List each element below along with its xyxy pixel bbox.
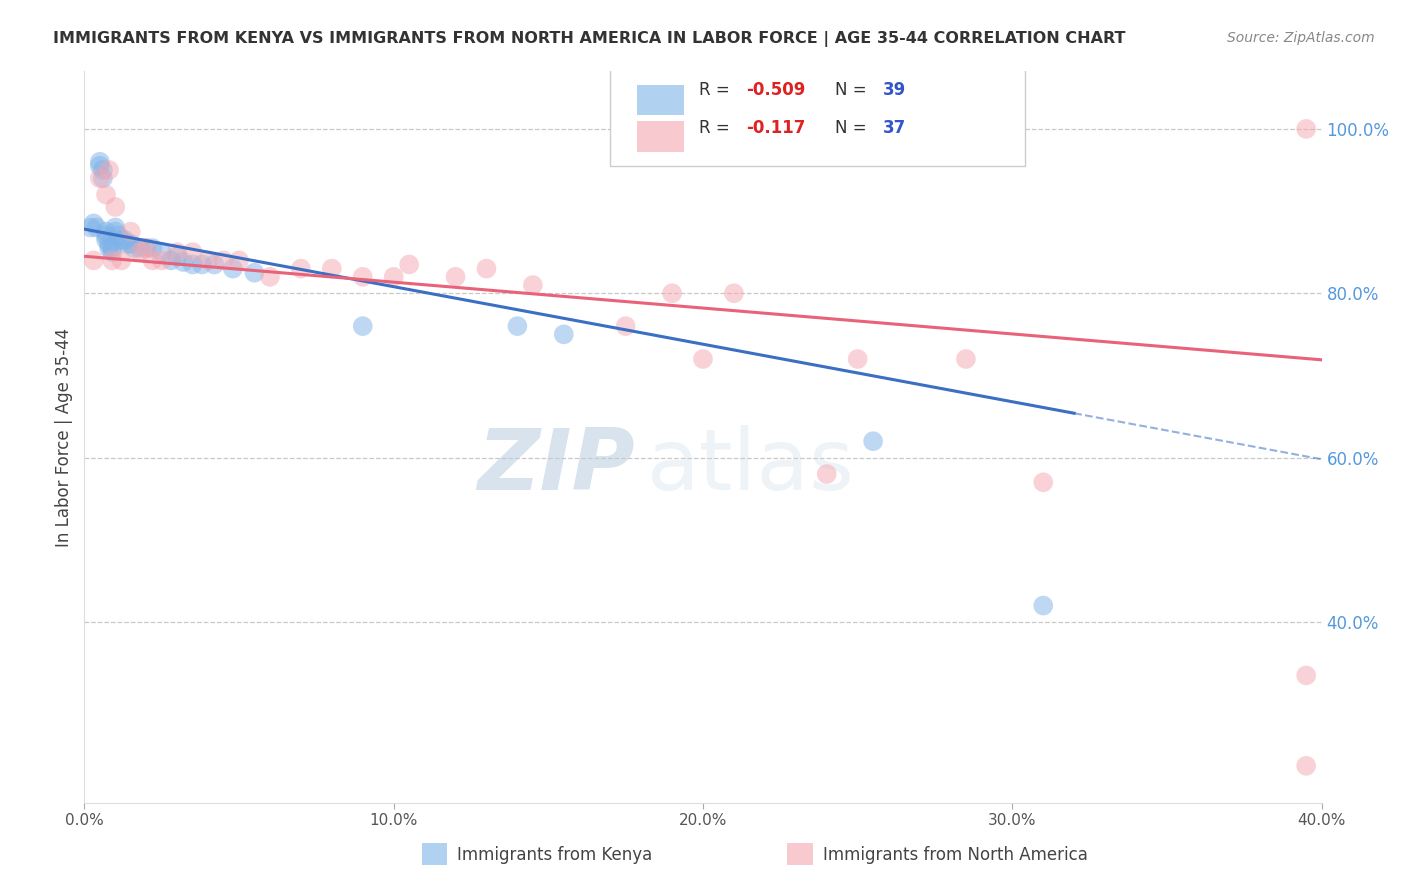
Point: [83, 253, 105, 268]
Text: Immigrants from Kenya: Immigrants from Kenya: [457, 846, 652, 863]
Point: [1295, 759, 1317, 773]
Point: [79, 220, 101, 235]
Point: [846, 351, 869, 366]
Text: N =: N =: [835, 80, 872, 99]
Point: [141, 253, 163, 268]
Point: [398, 258, 420, 272]
Point: [94, 187, 117, 202]
Point: [259, 269, 281, 284]
Point: [382, 269, 405, 284]
Point: [98, 163, 121, 178]
Text: IMMIGRANTS FROM KENYA VS IMMIGRANTS FROM NORTH AMERICA IN LABOR FORCE | AGE 35-4: IMMIGRANTS FROM KENYA VS IMMIGRANTS FROM…: [53, 31, 1126, 47]
Point: [166, 245, 188, 260]
Point: [89, 171, 111, 186]
Point: [862, 434, 884, 449]
Point: [191, 258, 214, 272]
Point: [94, 233, 117, 247]
Point: [117, 236, 139, 251]
Point: [522, 278, 544, 293]
Point: [104, 200, 127, 214]
Point: [101, 253, 124, 268]
Point: [166, 249, 188, 263]
Point: [290, 261, 312, 276]
Point: [89, 154, 111, 169]
Point: [110, 253, 132, 268]
Text: Source: ZipAtlas.com: Source: ZipAtlas.com: [1227, 31, 1375, 45]
Point: [94, 225, 117, 239]
Text: atlas: atlas: [647, 425, 855, 508]
Point: [129, 245, 152, 260]
Point: [91, 171, 114, 186]
Point: [723, 286, 745, 301]
Point: [352, 319, 374, 334]
Text: R =: R =: [699, 80, 735, 99]
Point: [172, 255, 194, 269]
Point: [321, 261, 343, 276]
Text: ZIP: ZIP: [477, 425, 636, 508]
Point: [222, 261, 245, 276]
FancyBboxPatch shape: [637, 85, 685, 115]
Text: 39: 39: [883, 80, 905, 99]
Point: [120, 225, 142, 239]
Point: [181, 245, 204, 260]
Point: [661, 286, 683, 301]
Point: [141, 241, 163, 255]
Point: [475, 261, 498, 276]
Point: [129, 241, 152, 255]
Point: [181, 258, 204, 272]
Point: [104, 220, 127, 235]
Point: [955, 351, 977, 366]
Point: [101, 241, 124, 255]
Point: [83, 216, 105, 230]
Text: -0.509: -0.509: [747, 80, 806, 99]
Point: [89, 159, 111, 173]
Point: [91, 163, 114, 178]
Point: [202, 258, 225, 272]
Point: [114, 233, 136, 247]
Point: [1295, 121, 1317, 136]
FancyBboxPatch shape: [637, 121, 685, 152]
Point: [101, 245, 124, 260]
Point: [352, 269, 374, 284]
Point: [243, 266, 266, 280]
Point: [1032, 599, 1054, 613]
Point: [150, 253, 173, 268]
Point: [506, 319, 529, 334]
Point: [120, 236, 142, 251]
FancyBboxPatch shape: [610, 68, 1025, 167]
Point: [150, 245, 173, 260]
Point: [692, 351, 714, 366]
Point: [553, 327, 575, 342]
Point: [1295, 668, 1317, 682]
Point: [94, 228, 117, 243]
Point: [98, 241, 121, 255]
Text: -0.117: -0.117: [747, 120, 806, 137]
Text: Immigrants from North America: Immigrants from North America: [823, 846, 1087, 863]
Text: 37: 37: [883, 120, 905, 137]
Point: [212, 253, 235, 268]
Point: [197, 253, 219, 268]
Y-axis label: In Labor Force | Age 35-44: In Labor Force | Age 35-44: [55, 327, 73, 547]
Text: N =: N =: [835, 120, 872, 137]
Point: [815, 467, 838, 481]
Point: [98, 236, 121, 251]
Point: [107, 228, 129, 243]
Point: [135, 241, 157, 255]
Point: [1032, 475, 1054, 490]
Point: [104, 225, 127, 239]
Point: [86, 220, 108, 235]
Point: [228, 253, 250, 268]
Point: [614, 319, 637, 334]
Text: R =: R =: [699, 120, 741, 137]
Point: [122, 241, 145, 255]
Point: [110, 233, 132, 247]
Point: [444, 269, 467, 284]
Point: [160, 253, 183, 268]
Point: [135, 241, 157, 255]
